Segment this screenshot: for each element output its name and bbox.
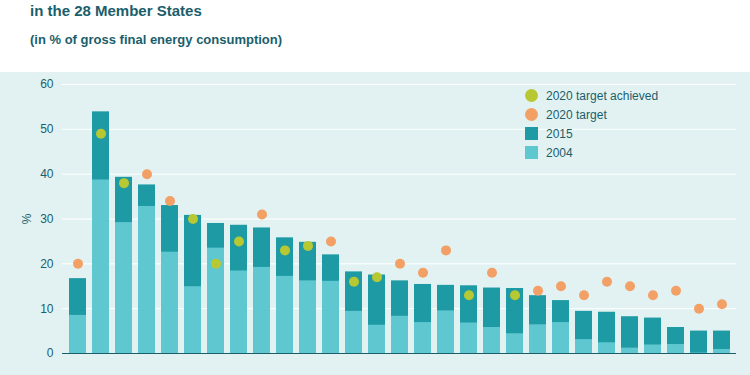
svg-text:0: 0: [47, 346, 54, 360]
html-text:2004: 2004: [546, 145, 573, 160]
svg-text:50: 50: [40, 122, 54, 136]
svg-text:30: 30: [40, 212, 54, 226]
html-text:in the 28 Member States: in the 28 Member States: [30, 2, 202, 19]
svg-text:%: %: [20, 213, 34, 224]
svg-text:60: 60: [40, 77, 54, 91]
svg-text:40: 40: [40, 167, 54, 181]
html-text:2020 target achieved: 2020 target achieved: [546, 88, 659, 103]
svg-text:10: 10: [40, 302, 54, 316]
svg-text:20: 20: [40, 257, 54, 271]
html-text:2015: 2015: [546, 126, 573, 141]
html-text:2020 target: 2020 target: [546, 107, 607, 122]
html-text:(in % of gross final energy co: (in % of gross final energy consumption): [30, 32, 283, 47]
